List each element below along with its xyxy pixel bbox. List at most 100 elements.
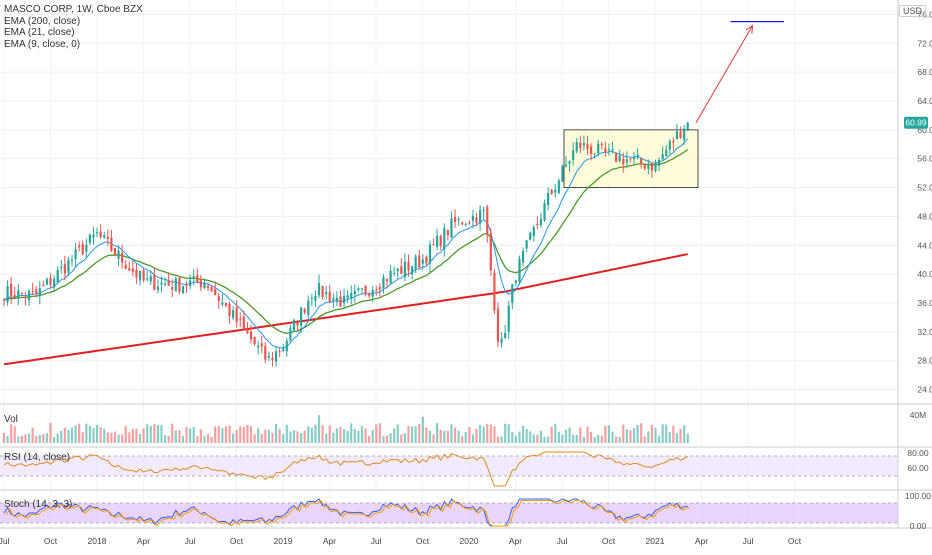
volume-bar <box>49 423 52 443</box>
price-tick-label: 56.00 <box>917 154 932 164</box>
legend-ema9[interactable]: EMA (9, close, 0) <box>4 38 81 50</box>
time-tick-label: Jul <box>0 536 10 546</box>
candle-body <box>2 299 6 301</box>
volume-bar <box>149 425 152 443</box>
legend-ema200[interactable]: EMA (200, close) <box>4 15 81 27</box>
volume-bar <box>514 435 518 443</box>
volume-bar <box>561 434 564 443</box>
candle-body <box>428 244 432 264</box>
time-tick-label: Apr <box>323 536 336 546</box>
candle-body <box>242 316 245 329</box>
candle-body <box>45 278 49 285</box>
time-tick-label: Jul <box>185 536 196 546</box>
volume-bar <box>2 432 6 443</box>
volume-bar <box>74 425 77 443</box>
volume-bar <box>99 427 102 443</box>
volume-bar <box>643 436 646 443</box>
volume-bar <box>668 432 671 443</box>
price-tick-label: 72.00 <box>917 38 932 48</box>
candle-body <box>264 345 267 360</box>
volume-bar <box>142 428 145 443</box>
candle-body <box>131 268 134 272</box>
volume-bar <box>285 424 288 443</box>
volume-bar <box>128 432 131 443</box>
stoch-pane-label: Stoch (14, 3, 3) <box>4 499 73 510</box>
time-tick-label: Oct <box>788 536 802 546</box>
volume-bar <box>300 433 303 443</box>
volume-bar <box>675 433 679 443</box>
candle-body <box>142 270 145 281</box>
candle-body <box>410 266 414 274</box>
candle-body <box>81 243 84 255</box>
time-tick-label: 2018 <box>88 536 107 546</box>
candle-body <box>493 272 496 311</box>
candle-body <box>289 327 292 340</box>
volume-bar <box>350 423 353 443</box>
volume-bar <box>6 435 9 443</box>
time-tick-label: Jul <box>557 536 568 546</box>
candle-body <box>615 152 618 162</box>
volume-bar <box>20 435 24 443</box>
candle-body <box>554 189 557 193</box>
volume-bar <box>78 423 81 443</box>
volume-bar <box>482 426 485 443</box>
candle-body <box>665 150 668 157</box>
candle-body <box>249 331 253 340</box>
volume-bar <box>625 429 628 443</box>
candle-body <box>300 307 303 326</box>
candle-body <box>192 275 195 278</box>
volume-bar <box>81 432 84 443</box>
candle-body <box>321 286 324 298</box>
volume-bar <box>457 430 460 443</box>
volume-bar <box>274 423 278 443</box>
candle-body <box>27 291 31 301</box>
candle-body <box>425 256 428 264</box>
ema9-line <box>3 138 689 349</box>
volume-bar <box>103 428 106 443</box>
candle-body <box>246 329 249 333</box>
volume-bar <box>92 428 95 443</box>
volume-bar <box>550 426 553 443</box>
chart-legend: MASCO CORP, 1W, Cboe BZX EMA (200, close… <box>4 4 143 50</box>
candle-body <box>217 296 220 302</box>
candle-body <box>468 222 471 224</box>
volume-bar <box>439 429 442 443</box>
rsi-pane-label: RSI (14, close) <box>4 452 71 463</box>
volume-bar <box>189 428 192 443</box>
volume-bar <box>547 436 550 443</box>
candle-body <box>78 245 81 248</box>
volume-bar <box>615 436 618 443</box>
candle-body <box>328 291 331 302</box>
candle-body <box>679 131 682 138</box>
candle-body <box>489 232 492 271</box>
volume-bar <box>117 434 120 443</box>
candle-body <box>547 192 550 205</box>
volume-bar <box>45 433 49 443</box>
currency-label[interactable]: USD <box>898 5 926 17</box>
volume-bar <box>593 436 596 443</box>
volume-bar <box>210 436 213 443</box>
volume-bar <box>342 429 346 443</box>
candle-body <box>625 159 628 163</box>
candle-body <box>99 231 102 237</box>
time-tick-label: Oct <box>602 536 616 546</box>
volume-bar <box>518 431 521 443</box>
volume-bar <box>167 435 170 443</box>
candle-body <box>647 165 650 169</box>
volume-bar <box>475 428 478 443</box>
volume-bar <box>332 432 335 443</box>
candle-body <box>282 348 285 351</box>
stoch-tick-label: 100.00 <box>905 491 931 501</box>
volume-bar <box>13 426 16 443</box>
legend-ema21[interactable]: EMA (21, close) <box>4 27 75 38</box>
volume-bar <box>95 424 99 443</box>
volume-bar <box>292 430 296 443</box>
stoch-k-line <box>3 498 688 527</box>
volume-bar <box>650 424 654 443</box>
candle-body <box>504 332 507 339</box>
time-tick-label: Oct <box>230 536 244 546</box>
candle-body <box>536 223 539 225</box>
volume-bar <box>507 424 510 443</box>
candle-body <box>163 283 167 285</box>
